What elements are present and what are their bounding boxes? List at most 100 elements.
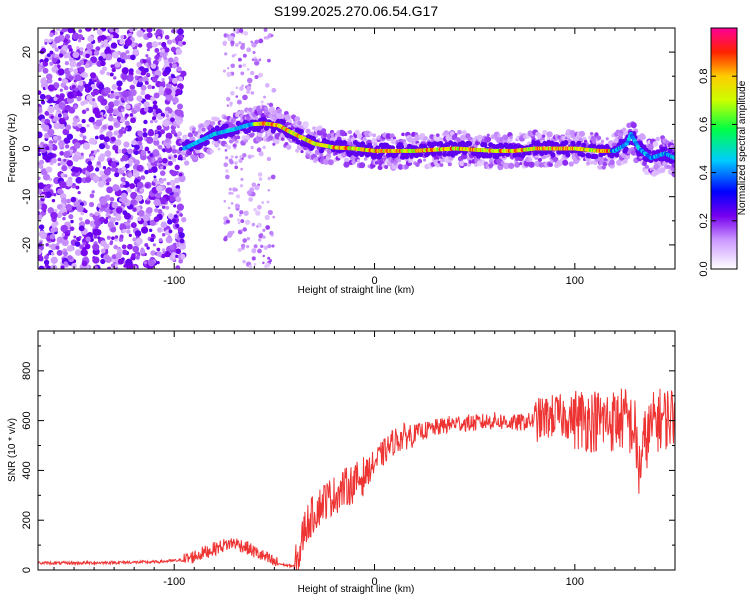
spectrogram-cell — [124, 163, 130, 169]
spectrogram-cell — [72, 154, 80, 162]
spectrogram-cell — [143, 261, 147, 265]
spectrogram-cell — [153, 135, 159, 142]
spectrogram-cell — [403, 154, 410, 160]
spectrogram-cell — [105, 178, 110, 183]
spectrogram-cell — [246, 77, 253, 84]
spectrogram-cell — [111, 67, 116, 73]
spectrogram-cell — [596, 135, 602, 141]
spectrogram-cell — [253, 244, 258, 249]
spectrogram-cell — [300, 149, 304, 154]
spectrogram-cell — [235, 43, 239, 47]
spectrogram-cell — [85, 63, 90, 67]
spectrogram-cell — [76, 62, 82, 67]
spectrogram-cell — [59, 181, 67, 189]
spectrogram-cell — [423, 158, 427, 162]
spectrogram-cell — [39, 232, 47, 240]
spectrogram-cell — [266, 102, 270, 106]
spectrogram-cell — [170, 129, 176, 135]
spectrogram-cell — [240, 167, 244, 171]
spectrogram-cell — [78, 29, 83, 33]
spectrogram-cell — [109, 72, 114, 77]
spectrogram-cell — [269, 259, 272, 263]
spectrogram-cell — [359, 162, 366, 169]
spectrogram-cell — [126, 74, 134, 82]
spectrogram-cell — [96, 79, 100, 83]
spectrogram-cell — [630, 122, 637, 129]
spectrogram-cell — [463, 162, 468, 167]
spectrogram-cell — [81, 109, 87, 115]
spectrogram-cell — [147, 84, 153, 90]
spectrogram-cell — [121, 244, 127, 250]
spectrogram-cell — [58, 45, 62, 50]
spectrogram-cell — [159, 197, 167, 205]
spectrogram-cell — [240, 177, 244, 182]
spectrogram-cell — [38, 213, 43, 220]
spectrogram-cell — [165, 236, 173, 244]
spectrogram-cell — [201, 127, 206, 132]
spectrogram-cell — [487, 153, 493, 159]
spectrogram-cell — [95, 119, 103, 127]
spectrogram-cell — [63, 158, 67, 162]
spectrogram-cell — [167, 213, 174, 220]
spectrogram-cell — [266, 156, 272, 162]
spectrogram-cell — [343, 157, 350, 164]
spectrogram-cell — [102, 124, 107, 130]
spectrogram-cell — [133, 106, 138, 111]
spectrogram-cell — [175, 265, 181, 269]
spectrogram-cell — [240, 44, 245, 50]
spectrogram-cell — [53, 209, 58, 213]
spectrogram-cell — [129, 84, 136, 91]
spectrogram-cell — [146, 207, 153, 214]
spectrogram-cell — [73, 201, 80, 208]
spectrogram-cell — [66, 198, 71, 204]
spectrogram-cell — [160, 166, 164, 170]
spectrogram-cell — [265, 262, 271, 268]
spectrogram-cell — [135, 237, 143, 245]
spectrogram-cell — [116, 57, 122, 63]
spectrogram-cell — [144, 67, 149, 73]
spectrogram-cell — [241, 84, 244, 88]
x-tick-label: 0 — [371, 275, 377, 287]
spectrogram-cell — [171, 63, 177, 69]
spectrogram-cell — [98, 164, 102, 168]
spectrogram-cell — [124, 38, 133, 47]
spectrogram-cell — [142, 214, 150, 222]
snr-y-axis-title: SNR (10 * v/v) — [7, 418, 18, 482]
spectrogram-cell — [585, 161, 591, 166]
spectrogram-cell — [182, 41, 186, 45]
spectrogram-cell — [226, 34, 230, 38]
spectrogram-cell — [80, 127, 86, 132]
spectrogram-cell — [67, 44, 72, 50]
spectrogram-cell — [65, 204, 73, 211]
spectrogram-cell — [38, 265, 44, 269]
spectrogram-cell — [238, 41, 242, 45]
spectrogram-cell — [157, 209, 163, 214]
spectrogram-cell — [149, 119, 154, 124]
spectrogram-cell — [66, 133, 74, 140]
spectrogram-cell — [168, 63, 173, 68]
spectrogram-cell — [173, 204, 177, 208]
spectrogram-cell — [139, 248, 146, 254]
spectrogram-cells — [38, 28, 675, 269]
spectrogram-cell — [110, 136, 116, 142]
spectrogram-cell — [616, 159, 623, 166]
spectrogram-cell — [602, 161, 608, 167]
spectrogram-cell — [162, 177, 167, 182]
spectrogram-cell — [149, 219, 157, 226]
x-tick-label: 100 — [566, 576, 584, 588]
spectrogram-cell — [107, 221, 115, 229]
spectrogram-cell — [622, 158, 628, 164]
spectrogram-cell — [437, 160, 441, 164]
spectrogram-cell — [70, 196, 77, 203]
spectrogram-cell — [126, 219, 131, 224]
spectrogram-cell — [44, 41, 48, 45]
spectrogram-cell — [317, 125, 323, 131]
spectrogram-cell — [143, 101, 150, 108]
spectrogram-cell — [519, 162, 523, 166]
spectrogram-cell — [236, 135, 241, 140]
spectrogram-cell — [126, 229, 131, 234]
spectrogram-cell — [263, 245, 268, 250]
spectrogram-cell — [397, 164, 404, 170]
spectrogram-cell — [156, 247, 161, 252]
spectrogram-cell — [174, 164, 180, 171]
